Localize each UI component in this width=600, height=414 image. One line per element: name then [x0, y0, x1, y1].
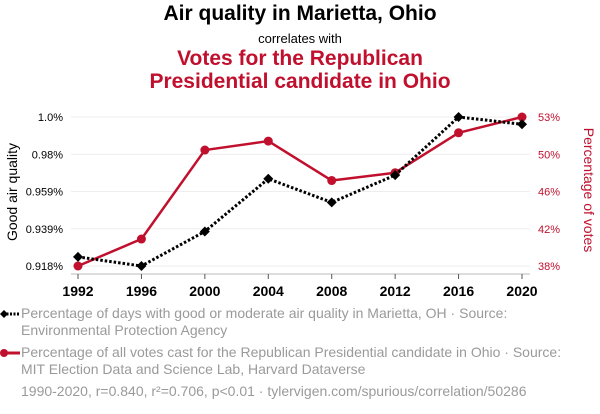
left-tick-label: 1.0% [38, 112, 63, 124]
air-quality-line [77, 115, 523, 268]
left-axis-title: Good air quality [4, 143, 20, 241]
votes-point [327, 176, 337, 186]
air-quality-point [73, 251, 83, 262]
air-quality-point [517, 119, 527, 130]
air-quality-point [326, 197, 337, 208]
right-tick-label: 53% [538, 112, 560, 124]
chart-svg: 1.0% 0.98% 0.959% 0.939% 0.918% 53% 50% 46% 42% 3… [4, 112, 597, 299]
chart-connector: correlates with [258, 31, 342, 46]
x-tick-label: 2020 [506, 283, 537, 299]
votes-line [77, 115, 523, 268]
x-tick-label: 1996 [126, 283, 157, 299]
legend-swatch-air-quality [0, 310, 20, 318]
votes-point [200, 145, 210, 155]
air-quality-point [199, 226, 210, 237]
x-tick-label: 2012 [380, 283, 411, 299]
left-tick-label: 0.959% [26, 187, 64, 199]
left-tick-label: 0.98% [32, 149, 63, 161]
chart-subtitle: Votes for the Republican Presidential ca… [0, 47, 600, 93]
air-quality-point [136, 261, 147, 271]
series [73, 112, 527, 271]
chart-subtitle-text: Votes for the Republican Presidential ca… [149, 47, 451, 93]
left-tick-label: 0.939% [26, 224, 64, 236]
votes-point [517, 112, 527, 122]
votes-point [73, 261, 83, 271]
legend-text: Percentage of all votes cast for the Rep… [21, 344, 562, 377]
right-tick-label: 42% [538, 224, 560, 236]
right-axis-title: Percentage of votes [581, 128, 597, 253]
left-tick-label: 0.918% [26, 261, 64, 273]
votes-point [263, 136, 273, 146]
votes-point [454, 128, 464, 138]
votes-point [136, 234, 146, 244]
air-quality-point [263, 173, 274, 184]
air-quality-point [453, 112, 464, 122]
x-tick-label: 2004 [253, 283, 284, 299]
air-quality-point [390, 170, 401, 181]
diamond-marker-icon [0, 310, 8, 318]
footer-stats: 1990-2020, r=0.840, r²=0.706, p<0.01 · t… [21, 383, 527, 399]
x-tick-label: 2016 [443, 283, 474, 299]
legend-swatch-votes [0, 349, 20, 357]
right-tick-label: 38% [538, 261, 560, 273]
x-tick-label: 1992 [62, 283, 93, 299]
right-tick-label: 50% [538, 149, 560, 161]
chart-title: Air quality in Marietta, Ohio [163, 2, 437, 25]
circle-marker-icon [0, 349, 8, 357]
legend-text: Percentage of days with good or moderate… [21, 305, 508, 338]
x-tick-label: 2008 [316, 283, 347, 299]
axes: 1.0% 0.98% 0.959% 0.939% 0.918% 53% 50% 46% 42% 3… [4, 112, 597, 299]
x-tick-label: 2000 [189, 283, 220, 299]
right-tick-label: 46% [538, 187, 560, 199]
